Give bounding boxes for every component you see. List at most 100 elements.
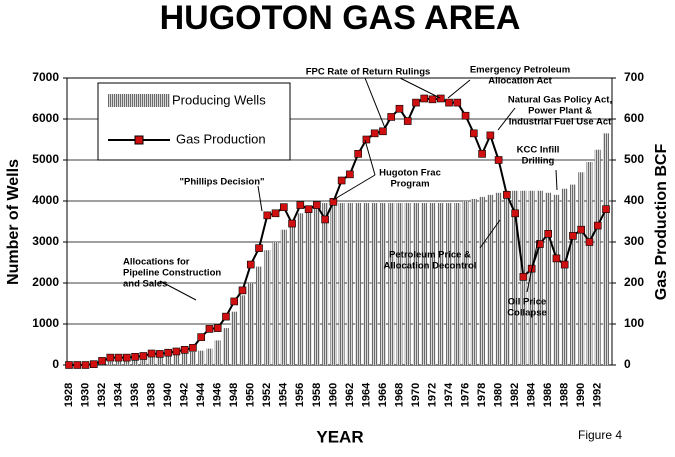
bar xyxy=(487,194,494,365)
marker xyxy=(81,361,90,369)
x-tick-label: 1938 xyxy=(146,383,158,407)
bar xyxy=(214,340,221,365)
x-tick-label: 1986 xyxy=(542,383,554,407)
y2-tick-label: 100 xyxy=(624,316,644,330)
x-tick-label: 1934 xyxy=(112,382,124,407)
x-tick-label: 1936 xyxy=(129,383,141,407)
marker xyxy=(156,350,164,358)
bar xyxy=(462,201,469,365)
marker xyxy=(602,205,610,213)
annotation-arrow xyxy=(399,77,441,99)
y-tick-label: 5000 xyxy=(32,152,59,166)
annotation-arrow xyxy=(332,174,376,201)
bar xyxy=(379,203,386,365)
marker xyxy=(403,117,412,125)
marker xyxy=(346,170,354,179)
marker xyxy=(189,343,197,352)
bar xyxy=(322,203,329,365)
x-tick-label: 1930 xyxy=(79,383,91,407)
x-tick-label: 1988 xyxy=(559,383,571,407)
marker xyxy=(296,201,305,209)
marker xyxy=(470,129,478,138)
bar xyxy=(123,360,130,365)
bar xyxy=(446,203,453,365)
x-tick-label: 1970 xyxy=(410,383,422,407)
y-tick-label: 2000 xyxy=(32,275,59,289)
y-axis-title: Number of Wells xyxy=(5,159,22,285)
x-tick-label: 1958 xyxy=(311,383,323,407)
bar xyxy=(165,354,172,365)
x-tick-label: 1932 xyxy=(96,383,108,407)
bar xyxy=(148,356,155,365)
marker xyxy=(585,238,594,246)
legend-label: Producing Wells xyxy=(172,92,266,107)
x-tick-label: 1928 xyxy=(63,383,75,407)
bar xyxy=(297,213,304,365)
marker xyxy=(139,352,148,360)
marker xyxy=(453,98,462,107)
marker xyxy=(263,211,272,220)
bar xyxy=(371,203,378,365)
chart-title: HUGOTON GAS AREA xyxy=(160,0,521,37)
x-tick-label: 1982 xyxy=(509,383,521,407)
marker xyxy=(123,353,131,362)
annotation: Power Plant & xyxy=(528,106,592,117)
annotation: FPC Rate of Return Rulings xyxy=(306,67,431,78)
y2-tick-label: 300 xyxy=(624,234,644,248)
y-tick-label: 4000 xyxy=(32,193,59,207)
bar xyxy=(561,188,568,365)
bar xyxy=(388,203,395,365)
x-tick-label: 1992 xyxy=(592,383,604,407)
x-tick-label: 1968 xyxy=(393,383,405,407)
x-tick-label: 1940 xyxy=(162,383,174,407)
marker xyxy=(395,104,404,113)
x-tick-label: 1978 xyxy=(476,383,488,407)
marker xyxy=(164,348,172,357)
marker xyxy=(114,353,123,362)
y-tick-label: 0 xyxy=(52,357,59,371)
bar xyxy=(132,358,139,365)
annotation-arrow xyxy=(526,239,539,293)
marker xyxy=(329,198,338,206)
bar xyxy=(594,149,601,365)
y-tick-label: 3000 xyxy=(32,234,59,248)
annotation: and Sales xyxy=(123,279,167,290)
bar xyxy=(429,203,436,365)
figure-label: Figure 4 xyxy=(578,428,622,442)
annotation: Allocation Decontrol xyxy=(384,261,477,272)
bar xyxy=(528,190,535,365)
marker xyxy=(494,156,503,164)
y2-tick-label: 0 xyxy=(624,357,631,371)
bar xyxy=(107,361,114,365)
marker xyxy=(255,244,263,252)
marker xyxy=(205,325,214,333)
marker xyxy=(379,127,387,136)
marker xyxy=(486,131,495,140)
x-tick-label: 1984 xyxy=(526,382,538,407)
annotation-arrow xyxy=(159,280,197,301)
marker xyxy=(420,94,429,103)
marker xyxy=(106,353,115,362)
annotation-arrow xyxy=(364,139,376,176)
bar xyxy=(396,203,403,365)
x-tick-label: 1946 xyxy=(212,383,224,407)
x-tick-label: 1954 xyxy=(278,382,290,407)
annotation: Pipeline Construction xyxy=(123,268,221,279)
marker xyxy=(478,150,486,158)
annotation: Hugoton Frac xyxy=(379,168,441,179)
marker xyxy=(222,312,230,321)
x-tick-label: 1942 xyxy=(179,383,191,407)
marker xyxy=(536,240,544,248)
annotation: Drilling xyxy=(522,156,555,167)
marker xyxy=(304,205,313,213)
marker xyxy=(131,352,139,361)
marker xyxy=(321,215,329,224)
annotation-arrow xyxy=(257,185,263,212)
bar xyxy=(256,266,263,365)
marker xyxy=(544,230,552,238)
marker xyxy=(436,94,445,103)
x-tick-label: 1948 xyxy=(228,383,240,407)
y2-tick-label: 200 xyxy=(624,275,644,289)
y-tick-label: 1000 xyxy=(32,316,59,330)
x-tick-label: 1990 xyxy=(575,383,587,407)
